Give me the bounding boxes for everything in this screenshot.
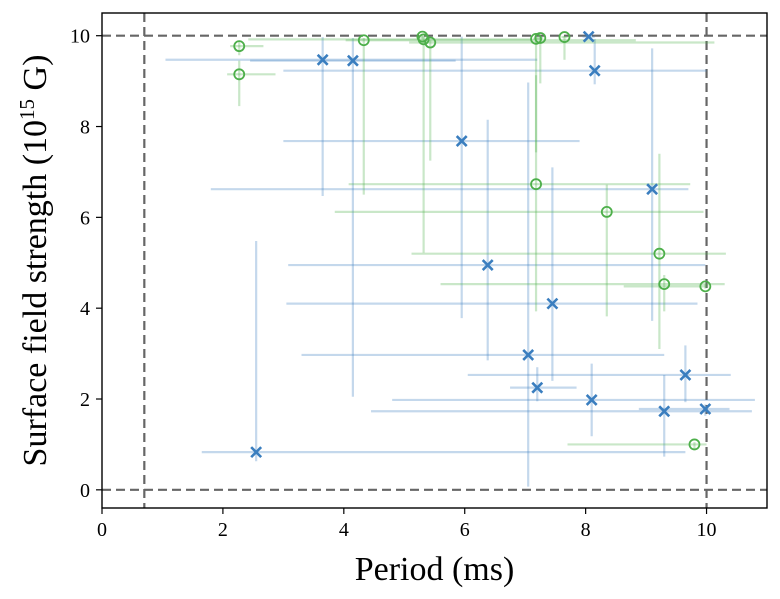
- y-tick-label: 6: [80, 207, 90, 229]
- x-tick-label: 10: [697, 519, 717, 541]
- reference-lines: [102, 13, 767, 508]
- y-tick-label: 2: [80, 389, 90, 411]
- y-tick-label: 8: [80, 117, 90, 139]
- x-marker-stroke: [546, 297, 559, 310]
- x-axis-label: Period (ms): [355, 551, 515, 588]
- x-marker-stroke: [316, 53, 329, 66]
- data-point-x-marker: [522, 349, 535, 361]
- errorbars-green-o: [227, 35, 726, 449]
- data-point-circle-marker: [233, 68, 246, 81]
- data-point-circle-marker: [233, 40, 246, 53]
- x-tick-label: 6: [460, 519, 470, 541]
- plot-frame: [101, 12, 768, 509]
- x-marker-stroke: [658, 405, 671, 418]
- data-point-circle-marker: [417, 33, 430, 46]
- y-axis-label: Surface field strength (1015 G): [15, 55, 54, 467]
- x-marker-stroke: [679, 369, 692, 381]
- data-point-circle-marker: [658, 278, 671, 291]
- x-marker-stroke: [522, 349, 535, 361]
- data-point-x-marker: [481, 259, 494, 271]
- x-tick-label: 0: [97, 519, 107, 541]
- x-tick-label: 2: [218, 519, 228, 541]
- x-marker-stroke: [646, 183, 659, 196]
- x-marker-stroke: [531, 381, 544, 394]
- x-marker-stroke: [588, 64, 601, 77]
- data-point-x-marker: [546, 297, 559, 310]
- data-point-x-marker: [679, 369, 692, 381]
- y-tick-label: 4: [80, 298, 90, 320]
- data-point-x-marker: [316, 53, 329, 66]
- data-point-circle-marker: [558, 31, 571, 43]
- y-axis-label-suffix: G): [17, 55, 54, 99]
- data-point-circle-marker: [600, 206, 613, 218]
- x-marker-stroke: [481, 259, 494, 271]
- x-marker-stroke: [699, 403, 712, 415]
- data-point-circle-marker: [530, 178, 542, 191]
- x-marker-stroke: [250, 446, 263, 459]
- x-tick-label: 4: [339, 519, 349, 541]
- data-point-x-marker: [646, 183, 659, 196]
- data-point-circle-marker: [424, 36, 437, 49]
- x-tick-label: 8: [581, 519, 591, 541]
- axis-ticks: 0 2 4 6 8 10 0 2 4 6 8 10: [70, 26, 717, 541]
- x-marker-stroke: [582, 30, 595, 43]
- data-point-x-marker: [531, 381, 544, 394]
- x-marker-stroke: [585, 393, 598, 406]
- y-tick-label: 0: [80, 480, 90, 502]
- data-point-circle-marker: [688, 438, 701, 451]
- data-point-x-marker: [346, 54, 359, 67]
- series-layer: [165, 30, 755, 487]
- data-point-x-marker: [250, 446, 263, 459]
- data-point-x-marker: [585, 393, 598, 406]
- x-marker-stroke: [455, 135, 468, 147]
- data-point-x-marker: [588, 64, 601, 77]
- errorbars-blue-x: [165, 35, 755, 487]
- data-point-circle-marker: [653, 247, 666, 260]
- markers-blue-x: [250, 30, 712, 459]
- data-point-x-marker: [582, 30, 595, 43]
- y-tick-label: 10: [70, 26, 90, 48]
- markers-green-o: [233, 30, 712, 451]
- x-marker-stroke: [346, 54, 359, 67]
- y-axis-label-superscript: 15: [15, 99, 39, 120]
- data-point-x-marker: [455, 135, 468, 147]
- data-point-x-marker: [658, 405, 671, 418]
- y-axis-label-prefix: Surface field strength (10: [17, 120, 54, 467]
- data-point-circle-marker: [534, 32, 547, 44]
- data-point-circle-marker: [357, 34, 370, 47]
- data-point-circle-marker: [699, 280, 712, 293]
- data-point-x-marker: [699, 403, 712, 415]
